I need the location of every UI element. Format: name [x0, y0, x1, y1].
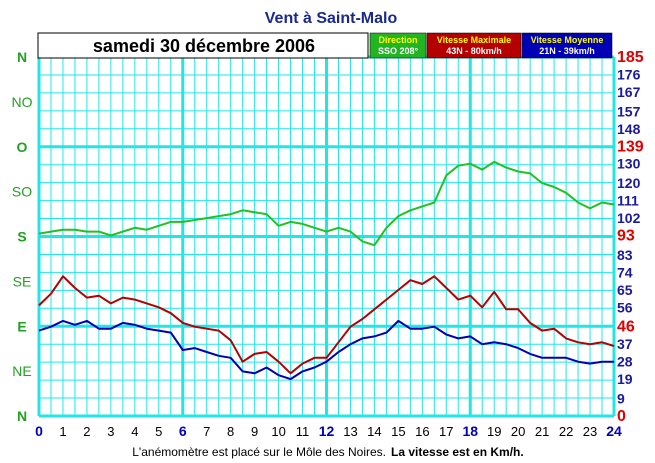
- hour-tick-label: 24: [606, 423, 622, 439]
- legend-max-title: Vitesse Maximale: [437, 35, 511, 45]
- hour-tick-label: 12: [319, 423, 335, 439]
- hour-tick-label: 14: [367, 424, 381, 439]
- legend-avg: Vitesse Moyenne 21N - 39km/h: [521, 32, 613, 59]
- direction-tick-label: O: [17, 139, 28, 155]
- speed-tick-label: 65: [617, 282, 633, 298]
- legend-direction: Direction SSO 208°: [369, 32, 427, 59]
- direction-tick-label: E: [17, 318, 26, 334]
- hour-tick-label: 17: [439, 424, 453, 439]
- legend-avg-value: 21N - 39km/h: [539, 46, 595, 56]
- hour-axis: 0 1 2 3 4 5 6 7 8 9 10 11 12 13 14 15 16 17 18 19 20 21 22 23 24: [35, 423, 622, 439]
- hour-tick-label: 15: [391, 424, 405, 439]
- legend-max-value: 43N - 80km/h: [446, 46, 502, 56]
- hour-tick-label: 9: [251, 424, 258, 439]
- hour-tick-label: 4: [131, 424, 138, 439]
- direction-tick-label: N: [17, 49, 27, 65]
- speed-tick-label: 157: [617, 103, 641, 119]
- hour-tick-label: 6: [179, 423, 187, 439]
- hour-tick-label: 18: [462, 423, 478, 439]
- hour-tick-label: 1: [59, 424, 66, 439]
- hour-tick-label: 7: [203, 424, 210, 439]
- speed-tick-label: 167: [617, 84, 641, 100]
- direction-tick-label: SE: [13, 273, 32, 289]
- legend-avg-title: Vitesse Moyenne: [531, 35, 604, 45]
- speed-tick-label: 148: [617, 121, 641, 137]
- footer-bold: La vitesse est en Km/h.: [391, 445, 524, 459]
- legend-direction-value: SSO 208°: [378, 46, 419, 56]
- speed-tick-label: 9: [617, 391, 625, 407]
- speed-tick-label: 185: [617, 49, 644, 66]
- legend-max: Vitesse Maximale 43N - 80km/h: [426, 32, 522, 59]
- hour-tick-label: 0: [35, 423, 43, 439]
- grid: [37, 55, 616, 418]
- series-layer: [38, 160, 615, 381]
- hour-tick-label: 13: [343, 424, 357, 439]
- speed-tick-label: 37: [617, 336, 633, 352]
- speed-tick-label: 139: [617, 138, 644, 155]
- date-box: samedi 30 décembre 2006: [37, 32, 369, 59]
- legend-direction-title: Direction: [378, 35, 417, 45]
- hour-tick-label: 2: [83, 424, 90, 439]
- direction-tick-label: N: [17, 408, 27, 424]
- speed-tick-label: 111: [617, 193, 639, 209]
- hour-tick-label: 22: [559, 424, 573, 439]
- hour-tick-label: 10: [271, 424, 285, 439]
- hour-tick-label: 8: [227, 424, 234, 439]
- series-line-direction: [38, 160, 615, 247]
- direction-tick-label: NE: [12, 363, 31, 379]
- direction-tick-label: S: [17, 229, 26, 245]
- speed-tick-label: 83: [617, 247, 633, 263]
- date-label: samedi 30 décembre 2006: [93, 36, 315, 56]
- hour-tick-label: 20: [511, 424, 525, 439]
- series-line-max: [38, 275, 615, 375]
- speed-tick-label: 19: [617, 371, 633, 387]
- series-line-avg: [38, 319, 614, 381]
- footer-note: L'anémomètre est placé sur le Môle des N…: [132, 445, 523, 459]
- hour-tick-label: 3: [107, 424, 114, 439]
- speed-tick-label: 93: [617, 228, 635, 245]
- hour-tick-label: 11: [296, 424, 310, 439]
- direction-tick-label: SO: [12, 184, 32, 200]
- speed-tick-label: 102: [617, 210, 641, 226]
- speed-tick-label: 176: [617, 66, 641, 82]
- hour-tick-label: 23: [583, 424, 597, 439]
- hour-tick-label: 16: [415, 424, 429, 439]
- speed-tick-label: 0: [617, 408, 626, 425]
- hour-tick-label: 5: [155, 424, 162, 439]
- speed-tick-label: 28: [617, 354, 633, 370]
- footer-normal: L'anémomètre est placé sur le Môle des N…: [132, 445, 386, 459]
- hour-tick-label: 21: [535, 424, 549, 439]
- direction-axis: N NO O SO S SE E NE N: [12, 49, 33, 424]
- direction-tick-label: NO: [12, 94, 33, 110]
- hour-tick-label: 19: [487, 424, 501, 439]
- speed-tick-label: 74: [617, 264, 633, 280]
- speed-tick-label: 130: [617, 156, 641, 172]
- speed-tick-label: 56: [617, 299, 633, 315]
- chart-title: Vent à Saint-Malo: [265, 10, 398, 27]
- speed-tick-label: 46: [617, 319, 635, 336]
- speed-tick-label: 120: [617, 175, 641, 191]
